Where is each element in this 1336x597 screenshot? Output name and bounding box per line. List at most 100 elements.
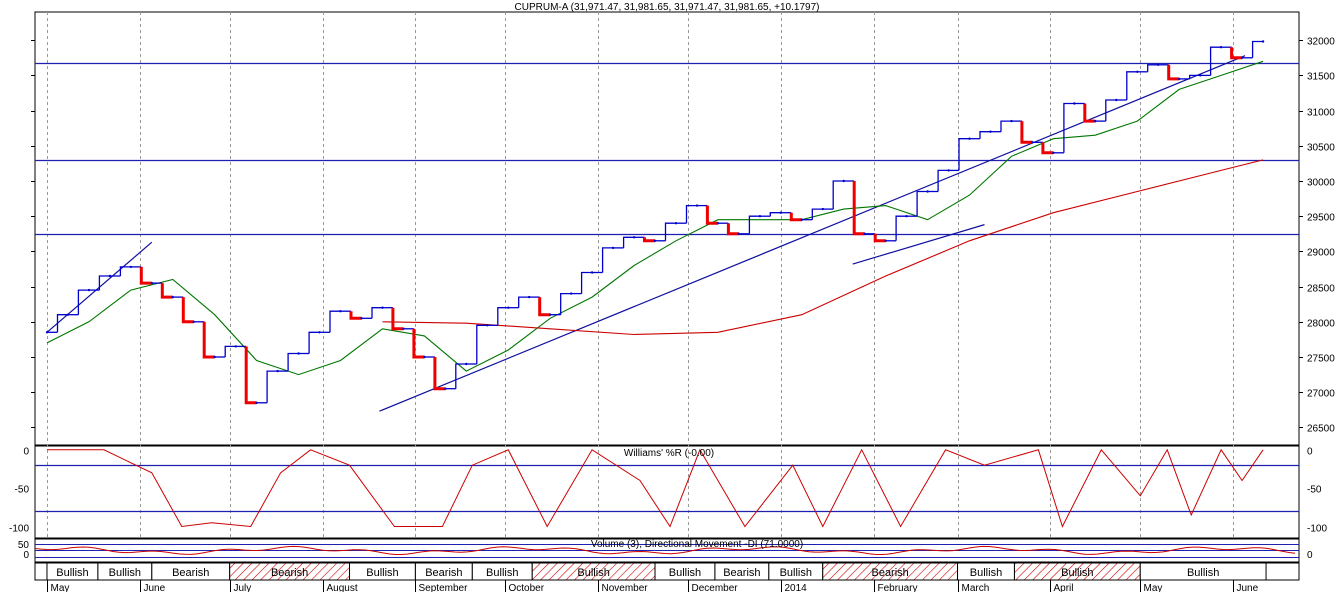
- price-step: [287, 352, 299, 372]
- price-step: [224, 345, 236, 357]
- price-point: [423, 355, 426, 359]
- price-point: [1219, 46, 1223, 49]
- price-step: [1105, 99, 1117, 122]
- price-point: [129, 265, 132, 269]
- price-step: [1167, 64, 1180, 81]
- price-point: [1010, 119, 1013, 123]
- price-point: [381, 306, 384, 309]
- price-point: [1261, 40, 1265, 43]
- price-point: [1052, 151, 1055, 154]
- price-step: [769, 212, 781, 217]
- trend-band-label: Bullish: [1061, 567, 1093, 579]
- price-step: [811, 208, 823, 220]
- price-step: [852, 181, 865, 236]
- price-point: [737, 232, 741, 235]
- price-point: [570, 292, 573, 295]
- price-point: [318, 331, 321, 334]
- price-step: [1126, 71, 1138, 100]
- trend-band-label: Bullish: [1187, 567, 1219, 579]
- price-y-tick-label: 30000: [1307, 178, 1335, 189]
- trend-band-label: Bullish: [486, 567, 518, 579]
- price-step: [244, 346, 257, 405]
- trend-band-label: Bullish: [669, 567, 701, 579]
- price-point: [276, 369, 279, 373]
- price-step: [601, 247, 614, 273]
- x-tick-label: October: [509, 583, 545, 592]
- price-point: [695, 204, 699, 207]
- x-tick-label: May: [51, 583, 70, 592]
- price-point: [360, 317, 363, 320]
- price-step: [412, 328, 425, 359]
- price-point: [1031, 141, 1034, 144]
- price-step: [705, 205, 718, 225]
- price-step: [789, 212, 802, 222]
- price-point: [465, 362, 468, 366]
- price-step: [349, 311, 362, 320]
- price-step: [937, 169, 949, 192]
- price-point: [402, 327, 405, 330]
- price-point: [297, 352, 300, 355]
- price-step: [1147, 64, 1159, 72]
- price-point: [716, 222, 720, 225]
- price-step: [622, 236, 635, 248]
- price-point: [528, 295, 531, 299]
- price-point: [1240, 56, 1244, 59]
- price-point: [192, 320, 195, 323]
- price-step: [916, 190, 928, 217]
- price-step: [391, 307, 404, 331]
- x-tick-label: December: [692, 583, 739, 592]
- price-step: [895, 215, 907, 241]
- price-step: [266, 370, 278, 403]
- x-tick-label: September: [419, 583, 469, 592]
- price-point: [66, 313, 70, 316]
- price-y-tick-label: 31500: [1307, 72, 1335, 83]
- trend-band: [1139, 562, 1267, 581]
- price-step: [181, 297, 194, 324]
- trend-band-label: Bullish: [970, 567, 1002, 579]
- williams-line: [47, 448, 1264, 528]
- volume-y-tick-label: 50: [18, 540, 30, 551]
- price-step: [476, 324, 488, 364]
- price-point: [1157, 63, 1160, 66]
- x-tick-label: 2014: [785, 583, 808, 592]
- x-tick-label: May: [1144, 583, 1163, 592]
- trend-band-label: Bearish: [172, 567, 209, 579]
- price-point: [968, 137, 971, 140]
- price-point: [800, 218, 803, 221]
- price-y-tick-label: 29500: [1307, 213, 1335, 224]
- trend-band-label: Bullish: [577, 567, 609, 579]
- price-step: [139, 266, 152, 285]
- trend-band-label: Bullish: [366, 567, 398, 579]
- price-step: [371, 307, 383, 319]
- price-step: [1209, 46, 1222, 76]
- price-point: [863, 232, 866, 235]
- price-step: [160, 283, 173, 299]
- price-point: [905, 215, 908, 218]
- price-point: [779, 211, 782, 214]
- price-step: [560, 292, 572, 315]
- price-point: [444, 387, 447, 390]
- price-step: [873, 233, 886, 243]
- price-step: [685, 204, 697, 224]
- volume-y-tick-label: 0: [23, 550, 29, 561]
- price-step: [958, 138, 970, 171]
- price-step: [308, 331, 320, 354]
- price-point: [842, 179, 845, 183]
- price-point: [549, 313, 552, 316]
- volume-title: Volume (3), Directional Movement -DI (71…: [591, 539, 803, 550]
- price-point: [611, 246, 615, 250]
- price-panel: [34, 11, 1300, 446]
- price-point: [213, 355, 216, 359]
- price-step: [664, 222, 676, 241]
- price-step: [202, 321, 215, 359]
- price-step: [1000, 120, 1012, 132]
- price-step: [1083, 103, 1096, 123]
- price-point: [674, 222, 678, 225]
- williams-y-tick-label: -100: [1307, 524, 1327, 535]
- price-y-tick-label: 27000: [1307, 389, 1335, 400]
- price-point: [1199, 74, 1202, 77]
- x-tick-label: June: [144, 583, 166, 592]
- trendline: [852, 224, 985, 265]
- volume-y-tick-label: 0: [1307, 550, 1313, 561]
